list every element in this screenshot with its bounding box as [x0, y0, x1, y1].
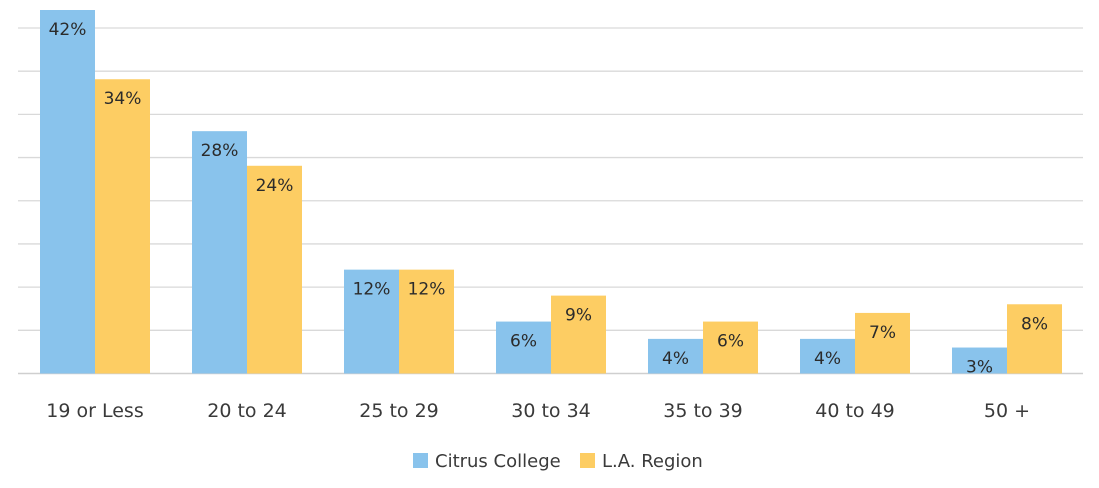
bar-la-region-6 — [1007, 304, 1062, 374]
data-label: 8% — [1021, 314, 1048, 334]
bar-citrus-4 — [648, 338, 703, 374]
bars — [40, 10, 1062, 374]
data-label: 3% — [966, 358, 993, 378]
bar-la-region-2 — [399, 269, 454, 374]
data-label: 24% — [256, 176, 294, 196]
x-tick-label: 40 to 49 — [815, 400, 895, 422]
x-tick-label: 30 to 34 — [511, 400, 591, 422]
bar-la-region-0 — [95, 79, 150, 374]
data-label: 28% — [201, 141, 239, 161]
x-tick-label: 20 to 24 — [207, 400, 287, 422]
bar-citrus-0 — [40, 10, 95, 374]
data-label: 9% — [565, 306, 592, 326]
bar-citrus-6 — [952, 347, 1007, 374]
x-axis-tick-labels: 19 or Less 20 to 24 25 to 29 30 to 34 35 to … — [46, 400, 1030, 422]
legend: Citrus College L.A. Region — [413, 451, 703, 472]
legend-label-citrus: Citrus College — [435, 451, 561, 472]
bar-citrus-3 — [496, 321, 551, 374]
data-label: 6% — [510, 332, 537, 352]
bar-la-region-5 — [855, 312, 910, 374]
data-label: 6% — [717, 332, 744, 352]
data-label: 4% — [662, 349, 689, 369]
data-label: 34% — [104, 89, 142, 109]
data-label: 4% — [814, 349, 841, 369]
bar-citrus-5 — [800, 338, 855, 374]
data-label: 7% — [869, 323, 896, 343]
data-label: 12% — [353, 280, 391, 300]
x-tick-label: 25 to 29 — [359, 400, 439, 422]
legend-label-la-region: L.A. Region — [602, 451, 703, 472]
legend-swatch-citrus — [413, 453, 428, 468]
bar-citrus-1 — [192, 131, 247, 374]
data-labels: 42% 34% 28% 24% 12% 12% 6% 9% 4% 6% 4% 7% 3% 8% — [49, 20, 1048, 378]
bar-la-region-3 — [551, 295, 606, 374]
x-tick-label: 50 + — [984, 400, 1030, 422]
data-label: 42% — [49, 20, 87, 40]
legend-swatch-la-region — [580, 453, 595, 468]
bar-citrus-2 — [344, 269, 399, 374]
bar-la-region-1 — [247, 165, 302, 374]
x-tick-label: 35 to 39 — [663, 400, 743, 422]
bar-la-region-4 — [703, 321, 758, 374]
data-label: 12% — [408, 280, 446, 300]
x-tick-label: 19 or Less — [46, 400, 143, 422]
